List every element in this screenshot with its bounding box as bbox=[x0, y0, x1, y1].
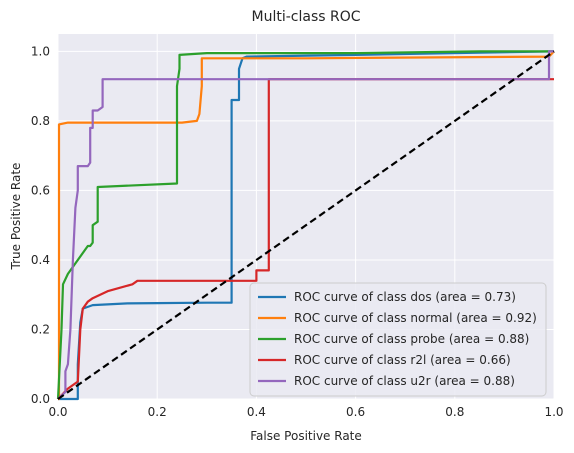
chart-title: Multi-class ROC bbox=[252, 9, 361, 25]
legend: ROC curve of class dos (area = 0.73) ROC … bbox=[249, 282, 547, 397]
y-tick-label: 1.0 bbox=[31, 44, 50, 58]
legend-entry: ROC curve of class probe (area = 0.88) bbox=[294, 332, 529, 346]
x-tick-label: 1.0 bbox=[544, 405, 563, 419]
series-line-4 bbox=[57, 50, 554, 400]
y-axis-label: True Positive Rate bbox=[9, 163, 23, 271]
grid-lines bbox=[57, 34, 555, 400]
x-tick-label: 0.4 bbox=[247, 405, 266, 419]
x-tick-label: 0.2 bbox=[148, 405, 167, 419]
series-line-1 bbox=[57, 50, 555, 401]
legend-entry: ROC curve of class r2l (area = 0.66) bbox=[294, 353, 511, 367]
y-tick-label: 0.8 bbox=[31, 114, 50, 128]
y-tick-label: 0.6 bbox=[31, 183, 50, 197]
x-tick-label: 0.0 bbox=[48, 405, 67, 419]
y-tick-label: 0.4 bbox=[31, 253, 50, 267]
y-tick-label: 0.0 bbox=[31, 392, 50, 406]
legend-entry: ROC curve of class u2r (area = 0.88) bbox=[294, 374, 515, 388]
x-tick-label: 0.6 bbox=[346, 405, 365, 419]
series-group bbox=[56, 50, 555, 401]
x-ticks: 0.0 0.2 0.4 0.6 0.8 1.0 bbox=[48, 405, 563, 419]
series-line-3 bbox=[57, 78, 554, 400]
legend-entry: ROC curve of class normal (area = 0.92) bbox=[294, 311, 537, 325]
legend-entry: ROC curve of class dos (area = 0.73) bbox=[294, 290, 516, 304]
x-tick-label: 0.8 bbox=[445, 405, 464, 419]
chance-diagonal-line bbox=[57, 50, 555, 400]
y-tick-label: 0.2 bbox=[31, 322, 50, 336]
series-line-2 bbox=[56, 50, 554, 400]
x-axis-label: False Positive Rate bbox=[250, 429, 362, 443]
legend-box bbox=[249, 282, 547, 397]
y-ticks: 0.0 0.2 0.4 0.6 0.8 1.0 bbox=[31, 44, 50, 406]
